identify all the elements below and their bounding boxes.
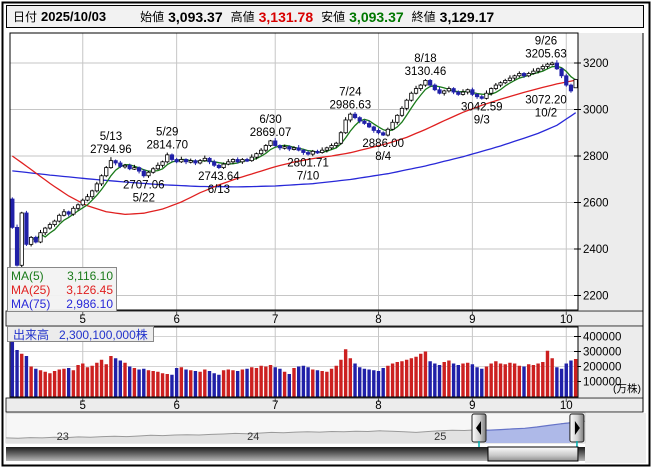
ma5-value: 3,116.10 — [67, 269, 113, 283]
svg-text:5: 5 — [80, 400, 86, 412]
high-label: 高値 — [230, 10, 255, 24]
svg-text:(万株): (万株) — [613, 382, 641, 395]
annotation-7-10: 2801.71 7/10 — [287, 158, 329, 183]
annotation-8-18: 8/18 3130.46 — [405, 53, 447, 78]
svg-text:200000: 200000 — [583, 362, 621, 374]
svg-text:9: 9 — [469, 400, 475, 412]
high-value: 3,131.78 — [258, 8, 314, 25]
ma-legend: MA(5) 3,116.10 MA(25) 3,126.45 MA(75) 2,… — [7, 267, 117, 312]
svg-text:8: 8 — [375, 400, 381, 412]
open-value: 3,093.37 — [168, 8, 223, 25]
svg-text:400000: 400000 — [583, 332, 621, 344]
ma75-label: MA(75) — [11, 297, 51, 311]
quote-header: 日付 2025/10/03 始値 3,093.37 高値 3,131.78 安値… — [6, 5, 644, 28]
svg-text:10: 10 — [560, 400, 573, 412]
svg-text:25: 25 — [434, 431, 446, 443]
svg-text:24: 24 — [247, 431, 259, 443]
date-label: 日付 — [13, 10, 38, 24]
svg-text:2200: 2200 — [583, 291, 609, 303]
navigator-selection[interactable] — [476, 422, 573, 444]
svg-text:100000: 100000 — [583, 377, 621, 389]
svg-text:5: 5 — [80, 314, 86, 326]
annotation-6-13: 2743.64 6/13 — [198, 171, 240, 196]
navigator-left-handle[interactable] — [471, 413, 487, 443]
annotation-5-22: 2707.06 5/22 — [123, 180, 165, 205]
ma25-value: 3,126.45 — [66, 283, 113, 297]
annotation-9-26: 9/26 3205.63 — [525, 36, 567, 61]
svg-text:2600: 2600 — [583, 198, 609, 210]
svg-text:7: 7 — [272, 400, 278, 412]
svg-text:7: 7 — [272, 314, 278, 326]
svg-text:6: 6 — [173, 400, 179, 412]
ma5-row: MA(5) 3,116.10 — [11, 269, 113, 283]
volume-label: 出来高 2,300,100,000株 — [7, 326, 154, 342]
ma5-label: MA(5) — [11, 269, 44, 283]
ma25-row: MA(25) 3,126.45 — [11, 283, 113, 297]
annotation-7-24: 7/24 2986.63 — [330, 87, 372, 112]
horizontal-scrollbar-track[interactable] — [6, 447, 585, 461]
annotation-10-2: 3072.20 10/2 — [525, 95, 567, 120]
svg-text:9: 9 — [469, 314, 475, 326]
annotation-5-29: 5/29 2814.70 — [146, 127, 188, 152]
date-value: 2025/10/03 — [41, 9, 107, 24]
volume-label-text: 出来高 — [13, 327, 50, 342]
open-label: 始値 — [140, 10, 165, 24]
horizontal-scrollbar-thumb[interactable] — [487, 446, 579, 462]
annotation-6-30: 6/30 2869.07 — [250, 114, 292, 139]
volume-label-value: 2,300,100,000株 — [59, 327, 148, 342]
navigator-right-handle[interactable] — [569, 413, 585, 443]
svg-text:3200: 3200 — [583, 58, 609, 70]
svg-text:300000: 300000 — [583, 347, 621, 359]
svg-text:2800: 2800 — [583, 151, 609, 163]
annotation-8-4: 2886.00 8/4 — [362, 138, 404, 163]
low-label: 安値 — [321, 10, 346, 24]
svg-text:8: 8 — [375, 314, 381, 326]
svg-text:2400: 2400 — [583, 244, 609, 256]
low-value: 3,093.37 — [349, 8, 404, 25]
ma75-value: 2,986.10 — [66, 297, 113, 311]
ma75-row: MA(75) 2,986.10 — [11, 297, 113, 311]
annotation-9-3: 3042.59 9/3 — [461, 102, 503, 127]
annotation-5-13: 5/13 2794.96 — [90, 131, 132, 156]
ma25-label: MA(25) — [11, 283, 51, 297]
close-label: 終値 — [411, 10, 436, 24]
svg-text:3000: 3000 — [583, 105, 609, 117]
svg-text:23: 23 — [57, 431, 69, 443]
svg-text:6: 6 — [173, 314, 179, 326]
svg-text:10: 10 — [560, 314, 573, 326]
close-value: 3,129.17 — [439, 8, 495, 25]
